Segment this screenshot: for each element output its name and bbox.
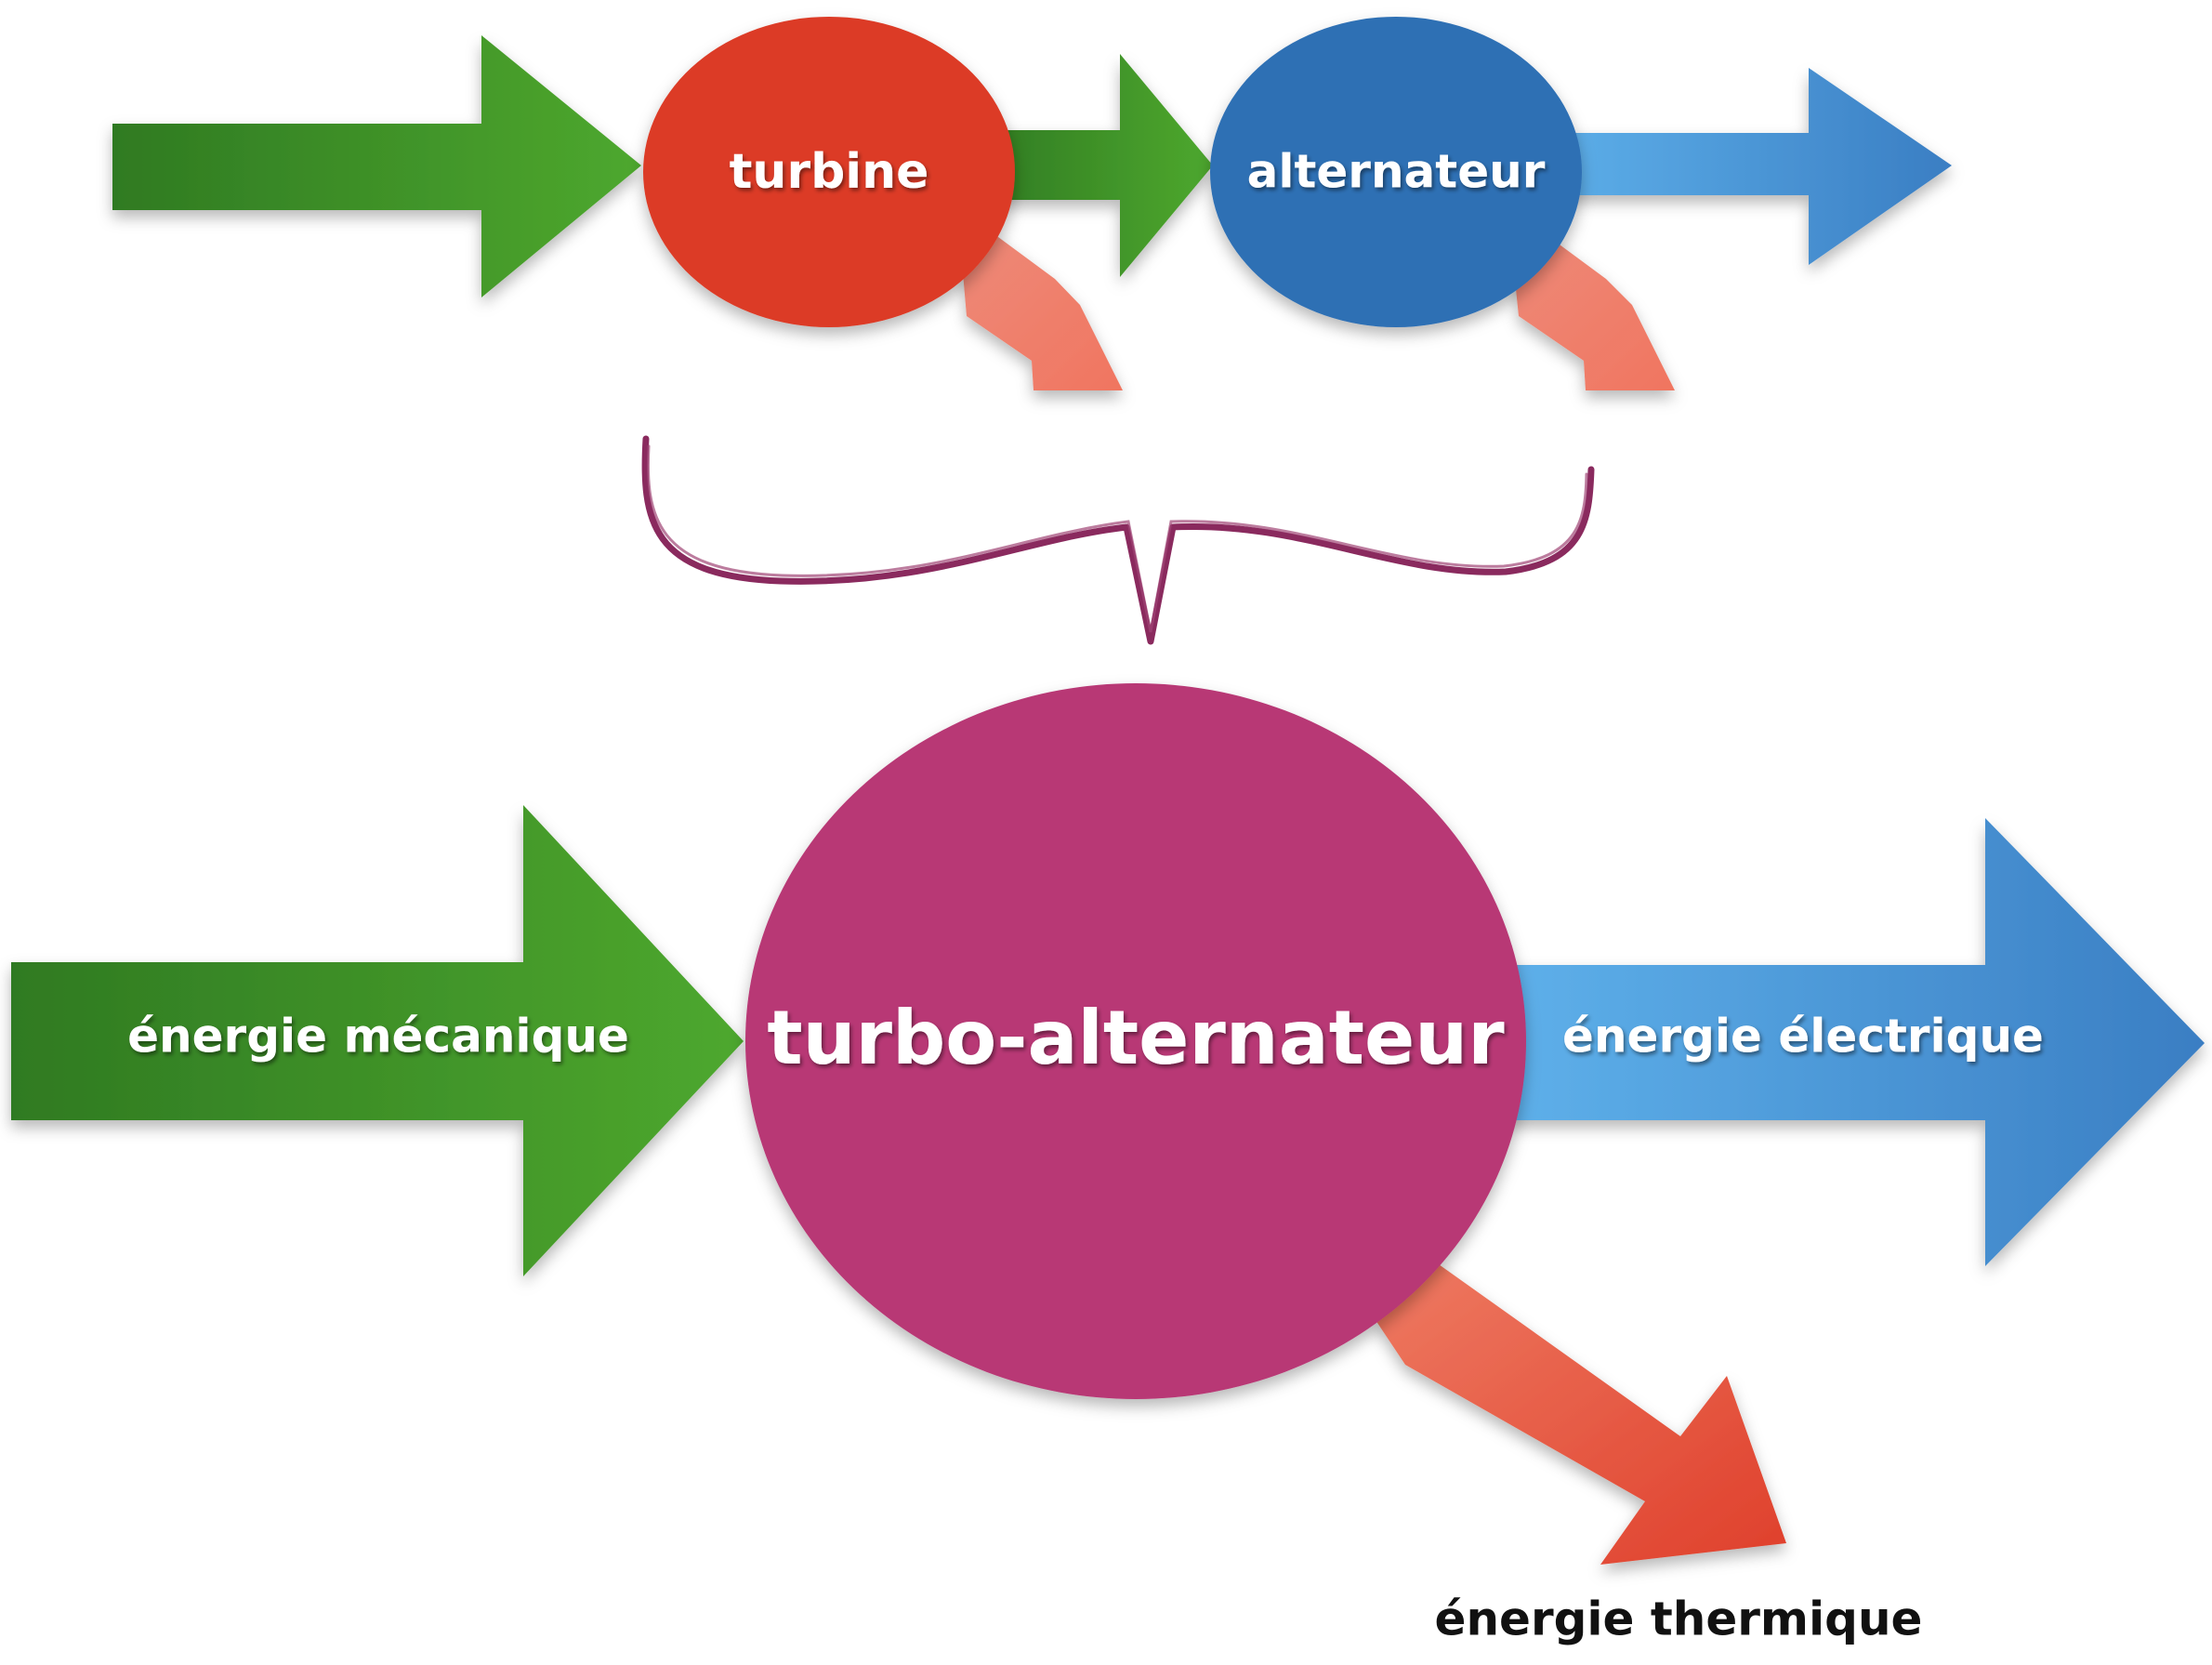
grouping-brace [641,435,1595,645]
alternateur-label: alternateur [1247,145,1546,199]
turbine-label: turbine [730,144,929,200]
grouping-brace-stroke-2 [646,444,1588,633]
turbine-to-alternateur-arrow [976,54,1213,277]
turbine-loss-arrow [962,234,1123,390]
alternateur-node [1210,17,1582,327]
mechanical-energy-arrow [11,805,744,1276]
turbo-alternateur-label: turbo-alternateur [767,995,1505,1081]
electrical-energy-label: énergie électrique [1562,1010,2044,1064]
top-input-arrow [112,35,641,297]
mechanical-energy-label: énergie mécanique [127,1010,629,1064]
alternateur-output-arrow [1543,68,1952,265]
electrical-energy-arrow [1506,818,2205,1266]
thermal-energy-arrow [1376,1264,1786,1565]
turbo-alternateur-node [745,683,1526,1399]
alternateur-loss-arrow [1513,234,1675,390]
thermal-energy-label: énergie thermique [1435,1592,1923,1646]
turbine-node [643,17,1015,327]
